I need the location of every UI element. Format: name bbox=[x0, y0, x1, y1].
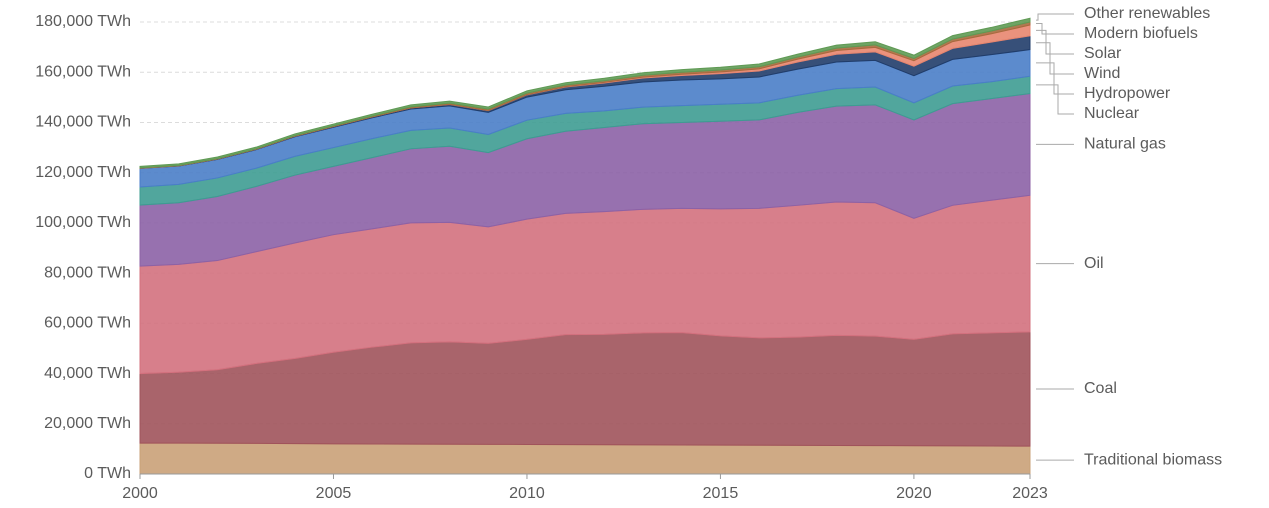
area bbox=[139, 17, 1031, 169]
legend-label: Coal bbox=[1084, 380, 1117, 397]
y-tick-label: 120,000 TWh bbox=[35, 164, 131, 181]
y-tick-label: 0 TWh bbox=[84, 465, 131, 482]
leader-line bbox=[1036, 29, 1074, 55]
legend-label: Other renewables bbox=[1084, 5, 1210, 22]
x-tick-label: 2020 bbox=[896, 485, 932, 502]
legend-label: Traditional biomass bbox=[1084, 451, 1222, 468]
x-tick-label: 2000 bbox=[122, 485, 158, 502]
legend-label: Wind bbox=[1084, 65, 1120, 82]
leader-line bbox=[1036, 42, 1074, 75]
legend-label: Modern biofuels bbox=[1084, 25, 1198, 42]
leader-line bbox=[1036, 13, 1074, 21]
y-tick-label: 20,000 TWh bbox=[44, 415, 131, 432]
x-tick-label: 2005 bbox=[316, 485, 352, 502]
legend-label: Hydropower bbox=[1084, 85, 1171, 102]
legend-label: Solar bbox=[1084, 45, 1122, 62]
x-tick-label: 2010 bbox=[509, 485, 545, 502]
leader-line bbox=[1036, 62, 1074, 95]
x-tick-label: 2015 bbox=[703, 485, 739, 502]
area bbox=[139, 442, 1031, 475]
y-tick-label: 80,000 TWh bbox=[44, 264, 131, 281]
y-tick-label: 180,000 TWh bbox=[35, 13, 131, 30]
y-tick-label: 60,000 TWh bbox=[44, 315, 131, 332]
x-tick-label: 2023 bbox=[1012, 485, 1048, 502]
legend-label: Natural gas bbox=[1084, 136, 1166, 153]
y-tick-label: 140,000 TWh bbox=[35, 114, 131, 131]
legend-label: Oil bbox=[1084, 255, 1104, 272]
leader-line bbox=[1036, 23, 1074, 35]
leader-line bbox=[1036, 84, 1074, 115]
y-tick-label: 100,000 TWh bbox=[35, 214, 131, 231]
y-tick-label: 160,000 TWh bbox=[35, 63, 131, 80]
legend-label: Nuclear bbox=[1084, 105, 1140, 122]
y-tick-label: 40,000 TWh bbox=[44, 365, 131, 382]
